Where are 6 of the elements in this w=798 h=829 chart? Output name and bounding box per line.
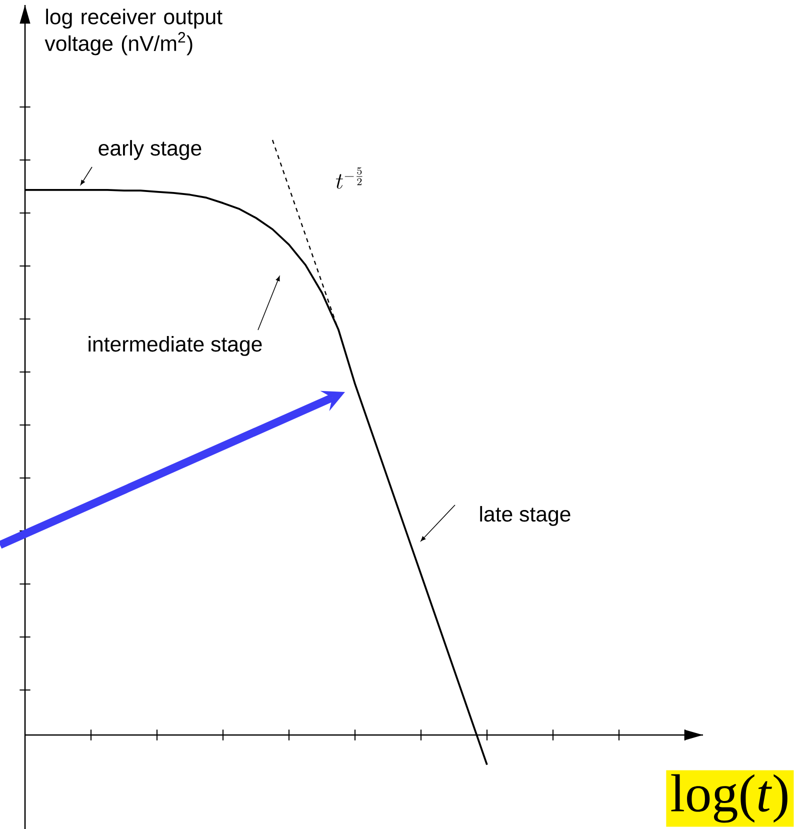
annotation: early stage xyxy=(98,140,202,160)
x-axis-title: log(t) xyxy=(671,774,788,823)
annotation: $t^{-\frac{5}{2}}$ xyxy=(336,167,362,189)
annotation: intermediate stage xyxy=(88,336,262,356)
y-axis-title: log receiver output voltage (nV/m$^{2}$) xyxy=(44,8,222,56)
annotation: late stage xyxy=(480,506,570,526)
